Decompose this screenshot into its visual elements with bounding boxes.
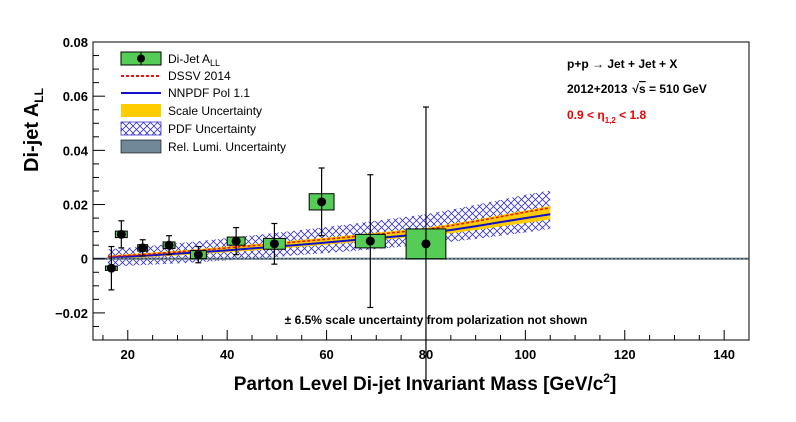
x-axis-label: Parton Level Di-jet Invariant Mass [GeV/… bbox=[234, 371, 617, 395]
y-tick-label: 0 bbox=[81, 252, 88, 267]
legend-symbol-scale bbox=[121, 104, 161, 117]
data-point-4 bbox=[162, 235, 176, 256]
x-tick-label: 100 bbox=[515, 347, 537, 362]
data-point-7 bbox=[262, 222, 286, 265]
legend-label-lumi: Rel. Lumi. Uncertainty bbox=[168, 140, 286, 154]
data-marker bbox=[164, 240, 174, 250]
plot-area bbox=[93, 106, 749, 382]
x-tick-label: 40 bbox=[220, 347, 234, 362]
data-marker bbox=[421, 239, 431, 249]
data-point-5 bbox=[189, 245, 207, 264]
data-point-8 bbox=[308, 167, 335, 237]
x-axis-label-sup: 2 bbox=[603, 371, 610, 385]
data-marker bbox=[269, 239, 279, 249]
nnpdf-curve bbox=[107, 213, 551, 259]
x-tick-label: 120 bbox=[614, 347, 636, 362]
axes: 20 40 60 80 100 120 140 −0.02 0 0.02 0.04 0.06 0.08 bbox=[55, 35, 750, 362]
data-point-1 bbox=[104, 245, 118, 291]
legend-label-scale: Scale Uncertainty bbox=[168, 104, 262, 118]
data-marker bbox=[106, 263, 116, 273]
annotation-eta-range: 0.9 < η1,2 < 1.8 bbox=[567, 108, 646, 125]
legend-label-data: Di-Jet ALL bbox=[168, 52, 220, 68]
data-point-9 bbox=[354, 174, 386, 309]
x-axis-label-end: ] bbox=[610, 374, 616, 395]
y-tick-label: −0.02 bbox=[55, 306, 88, 321]
scale-uncertainty-band bbox=[107, 205, 551, 260]
data-marker bbox=[231, 236, 241, 246]
annotation-process: p+p → Jet + Jet + X bbox=[567, 57, 677, 71]
y-axis-label-sub: LL bbox=[32, 88, 46, 103]
data-marker bbox=[193, 250, 203, 260]
data-marker bbox=[138, 243, 148, 253]
y-axis-label-main: Di-jet A bbox=[21, 103, 43, 172]
legend-label-pdf: PDF Uncertainty bbox=[168, 122, 256, 136]
annotation-energy: 2012+2013 √s = 510 GeV bbox=[567, 82, 707, 96]
data-marker bbox=[317, 197, 327, 207]
y-tick-label: 0.06 bbox=[63, 89, 88, 104]
y-axis-label: Di-jet ALL bbox=[21, 88, 46, 172]
sqrt-s: s bbox=[639, 82, 646, 96]
data-marker bbox=[365, 236, 375, 246]
legend-symbol-pdf bbox=[120, 121, 162, 136]
legend-symbol-lumi bbox=[120, 139, 162, 154]
y-tick-label: 0.02 bbox=[63, 198, 88, 213]
y-tick-label: 0.04 bbox=[63, 143, 89, 158]
data-marker bbox=[116, 229, 126, 239]
legend: Di-Jet ALL DSSV 2014 NNPDF Pol 1.1 Scale… bbox=[120, 51, 286, 154]
x-tick-label: 20 bbox=[121, 347, 135, 362]
annotation-polarization-note: ± 6.5% scale uncertainty from polarizati… bbox=[285, 313, 588, 327]
data-point-3 bbox=[137, 239, 149, 257]
data-point-6 bbox=[226, 226, 246, 256]
legend-label-dssv: DSSV 2014 bbox=[168, 69, 231, 83]
x-tick-label: 80 bbox=[419, 347, 433, 362]
data-point-10 bbox=[405, 106, 447, 382]
x-tick-label: 140 bbox=[713, 347, 735, 362]
data-point-2 bbox=[114, 220, 128, 249]
y-tick-label: 0.08 bbox=[63, 35, 88, 50]
x-tick-label: 60 bbox=[319, 347, 333, 362]
x-axis-label-main: Parton Level Di-jet Invariant Mass [GeV/… bbox=[234, 374, 604, 395]
legend-marker-data bbox=[137, 54, 145, 63]
legend-label-nnpdf: NNPDF Pol 1.1 bbox=[168, 86, 250, 100]
